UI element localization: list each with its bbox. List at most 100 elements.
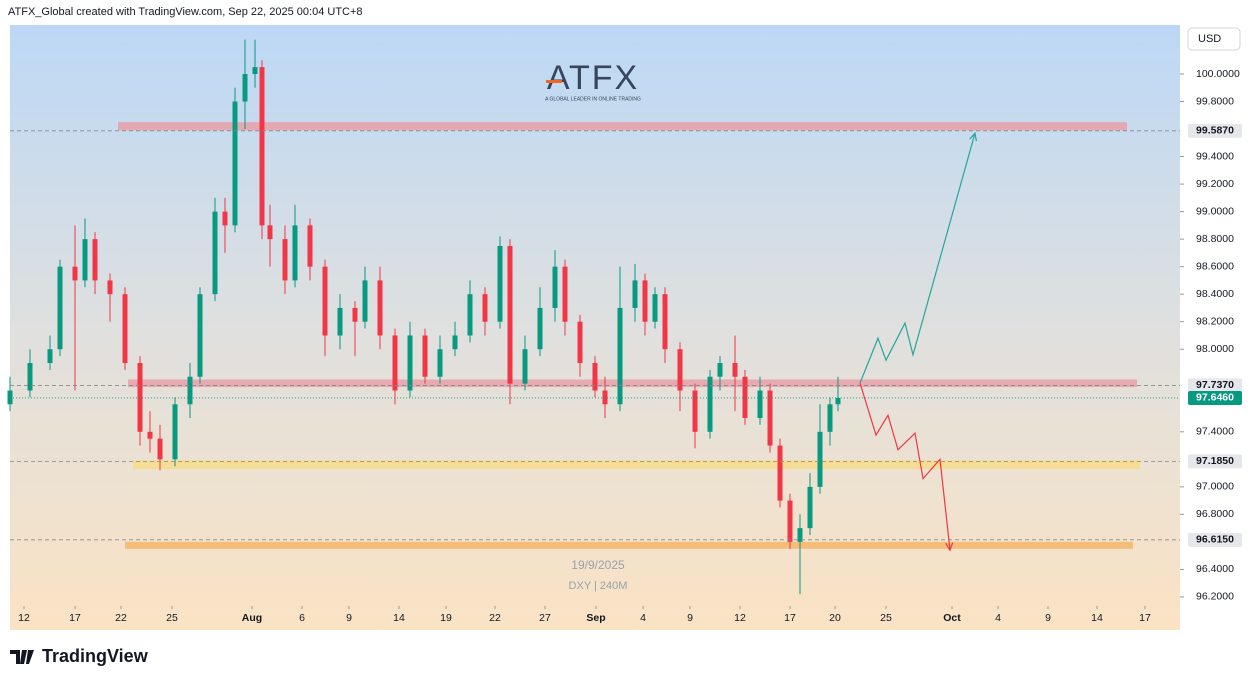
x-tick-label: 27 (539, 612, 551, 624)
candle-body (242, 73, 248, 102)
candle-body (147, 431, 153, 439)
y-tick-label: 98.0000 (1196, 343, 1234, 355)
y-tick-label: 96.2000 (1196, 591, 1234, 603)
candle-body (692, 390, 698, 432)
candle-body (259, 67, 265, 226)
candle-body (452, 335, 458, 350)
candle-body (292, 225, 298, 281)
candle-body (562, 266, 568, 322)
candle-body (592, 362, 598, 391)
candle-body (122, 294, 128, 363)
plot-bg (10, 25, 1180, 630)
candle-body (827, 404, 833, 432)
price-label-box (1188, 454, 1242, 469)
x-tick-label: 12 (734, 612, 746, 624)
x-tick-label: 17 (784, 612, 796, 624)
currency: USD (1198, 33, 1221, 45)
candle-body (732, 362, 738, 377)
candle-body (677, 349, 683, 391)
candle-body (652, 294, 658, 322)
candle-body (787, 500, 793, 542)
candle-body (222, 211, 228, 226)
candle-body (707, 376, 713, 432)
y-tick-label: 97.0000 (1196, 481, 1234, 493)
currency-box (1187, 27, 1241, 51)
candle-body (82, 239, 88, 281)
candle-body (552, 266, 558, 308)
candle-body (212, 211, 218, 295)
y-tick-label: 99.4000 (1196, 150, 1234, 162)
candle-body (662, 294, 668, 350)
footer-logo (10, 650, 34, 664)
price-label-box (1188, 390, 1242, 405)
candle-body (362, 280, 368, 322)
candle-body (197, 294, 203, 377)
y-tick-label: 97.4000 (1196, 426, 1234, 438)
candle-body (377, 280, 383, 336)
candle-body (107, 280, 113, 295)
y-tick-label: 98.6000 (1196, 260, 1234, 272)
candle-body (27, 362, 33, 391)
x-tick-label: 9 (1045, 612, 1051, 624)
candle-body (407, 335, 413, 391)
x-tick-label: 25 (166, 612, 178, 624)
y-tick-label: 100.0000 (1196, 68, 1240, 80)
zone (128, 379, 1137, 388)
y-tick-label: 96.4000 (1196, 563, 1234, 575)
price-label: 97.1850 (1196, 455, 1234, 467)
x-tick-label: 20 (829, 612, 841, 624)
candle-body (577, 321, 583, 363)
candle-body (172, 404, 178, 460)
x-tick-label: Aug (242, 612, 262, 624)
x-tick-label: 12 (18, 612, 30, 624)
candle-body (467, 294, 473, 336)
x-tick-label: 4 (640, 612, 646, 624)
x-tick-label: 9 (346, 612, 352, 624)
y-tick-label: 99.0000 (1196, 205, 1234, 217)
logo-tagline: A GLOBAL LEADER IN ONLINE TRADING (545, 96, 641, 102)
candle-body (835, 397, 841, 405)
watermark-symbol: DXY | 240M (569, 580, 628, 592)
projection (859, 133, 976, 384)
x-tick-label: 25 (880, 612, 892, 624)
price-label: 97.7370 (1196, 379, 1234, 391)
candle-body (252, 67, 258, 74)
arrowhead (969, 131, 978, 142)
candle-body (797, 528, 803, 542)
candle-body (392, 335, 398, 391)
y-tick-label: 96.8000 (1196, 508, 1234, 520)
x-tick-label: 22 (115, 612, 127, 624)
price-label-box (1188, 123, 1242, 138)
candle-body (767, 390, 773, 446)
candle-body (617, 307, 623, 405)
x-tick-label: Sep (586, 612, 605, 624)
candle-body (507, 246, 513, 384)
candle-body (232, 101, 238, 226)
candle-body (437, 349, 443, 377)
candle-body (817, 431, 823, 487)
candle-body (602, 390, 608, 405)
price-label: 99.5870 (1196, 125, 1234, 137)
x-tick-label: 19 (440, 612, 452, 624)
price-label-box (1188, 532, 1242, 547)
candle-body (777, 445, 783, 501)
candle-body (322, 266, 328, 336)
y-tick-label: 98.8000 (1196, 233, 1234, 245)
x-tick-label: 14 (1091, 612, 1103, 624)
candle-body (47, 349, 53, 363)
x-tick-label: 22 (489, 612, 501, 624)
zone (133, 460, 1140, 469)
price-label: 97.6460 (1196, 392, 1234, 404)
candle-body (757, 390, 763, 419)
candle-body (72, 266, 78, 281)
price-label-box (1188, 378, 1242, 393)
candle-body (307, 225, 313, 267)
y-tick-label: 99.8000 (1196, 95, 1234, 107)
arrowhead (945, 542, 954, 552)
header: ATFX_Global created with TradingView.com… (8, 6, 363, 18)
candle-body (7, 390, 13, 405)
zone (125, 541, 1133, 549)
zone (118, 122, 1127, 131)
x-tick-label: Oct (943, 612, 961, 624)
x-tick-label: 4 (995, 612, 1001, 624)
